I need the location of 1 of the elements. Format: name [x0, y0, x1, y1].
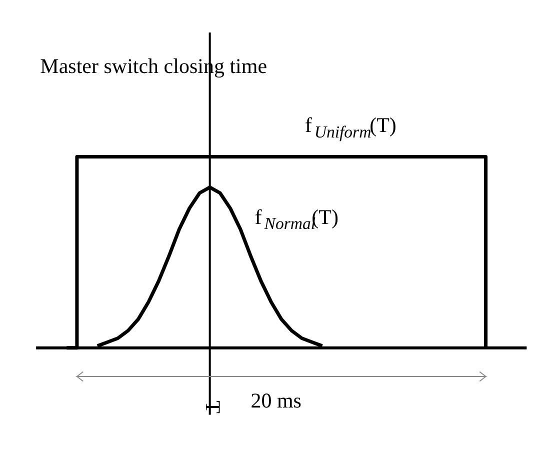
text: 20 ms: [250, 388, 302, 412]
